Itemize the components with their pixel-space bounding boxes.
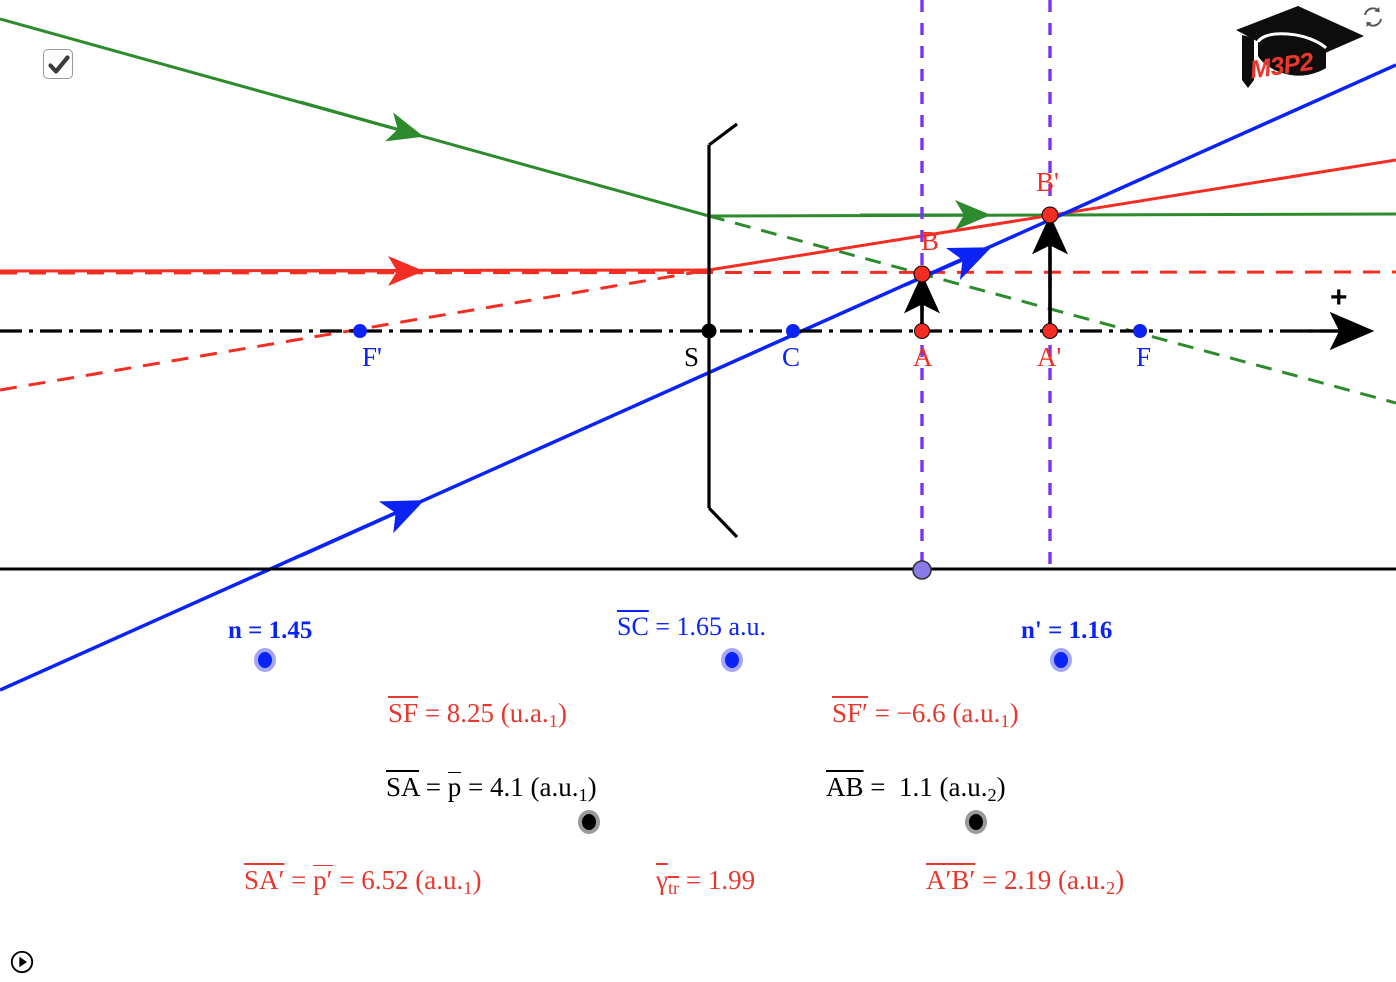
slider-n-thumb[interactable]	[254, 648, 276, 672]
refresh-icon[interactable]	[1360, 4, 1386, 30]
point-C[interactable]	[786, 324, 800, 338]
blue-ray	[0, 63, 1396, 692]
object-image-arrows	[904, 214, 1068, 331]
readout-SF-prime: SF′ = −6.6 (a.u.1)	[832, 698, 1019, 732]
object-drag-handle[interactable]	[912, 560, 932, 580]
point-A-prime[interactable]	[1042, 323, 1058, 339]
label-point-B-prime: B'	[1036, 167, 1059, 197]
point-S[interactable]	[701, 323, 717, 339]
slider-label-AB: AB = 1.1 (a.u.2)	[826, 772, 1006, 806]
axis-positive-direction-label: +	[1330, 281, 1348, 314]
slider-label-SC: SC = 1.65 a.u.	[617, 612, 767, 641]
diagram-points[interactable]	[353, 206, 1147, 580]
readout-ApBp: A′B′ = 2.19 (a.u.2)	[926, 865, 1125, 899]
label-point-B: B	[921, 226, 940, 256]
label-point-C: C	[782, 342, 801, 372]
slider-SA[interactable]	[375, 808, 645, 834]
red-dashed-horizontal	[0, 270, 1396, 275]
blue-arrow-left	[299, 500, 425, 558]
label-point-A-prime: A'	[1037, 342, 1062, 372]
green-incident-arrow	[299, 100, 424, 142]
slider-SC[interactable]	[572, 646, 846, 672]
surface-tip-bottom	[707, 506, 739, 539]
point-F[interactable]	[1133, 324, 1147, 338]
readout-SF: SF = 8.25 (u.a.1)	[388, 698, 567, 732]
slider-label-SA: SA = p = 4.1 (a.u.1)	[386, 771, 597, 806]
surface-tip-top	[708, 122, 738, 147]
readout-SA-prime: SA′ = p′ = 6.52 (a.u.1)	[244, 864, 482, 899]
slider-SC-thumb[interactable]	[721, 648, 743, 672]
slider-SA-thumb[interactable]	[578, 810, 600, 834]
show-construction-checkbox[interactable]	[43, 49, 73, 79]
checkmark-icon	[48, 55, 70, 74]
point-B[interactable]	[913, 265, 931, 283]
point-B-prime[interactable]	[1041, 206, 1059, 224]
play-circle-icon[interactable]	[10, 950, 34, 974]
slider-AB[interactable]	[795, 808, 1067, 834]
green-virtual-extension	[708, 214, 1396, 405]
point-F-prime[interactable]	[353, 324, 367, 338]
point-A[interactable]	[914, 323, 930, 339]
slider-n-prime[interactable]	[1016, 646, 1284, 672]
slider-label-n: n = 1.45	[228, 617, 313, 644]
slider-n-prime-thumb[interactable]	[1050, 648, 1072, 672]
blue-ray-group	[0, 63, 1396, 692]
label-point-F-prime: F'	[362, 342, 382, 372]
readout-gamma-tr: γtr = 1.99	[656, 865, 756, 899]
label-point-S: S	[684, 342, 700, 372]
purple-guides	[920, 0, 1052, 570]
label-point-A: A	[913, 342, 933, 372]
slider-n[interactable]	[140, 646, 412, 672]
slider-AB-thumb[interactable]	[965, 810, 987, 834]
label-point-F: F	[1136, 342, 1152, 372]
slider-label-n-prime: n' = 1.16	[1021, 617, 1113, 644]
